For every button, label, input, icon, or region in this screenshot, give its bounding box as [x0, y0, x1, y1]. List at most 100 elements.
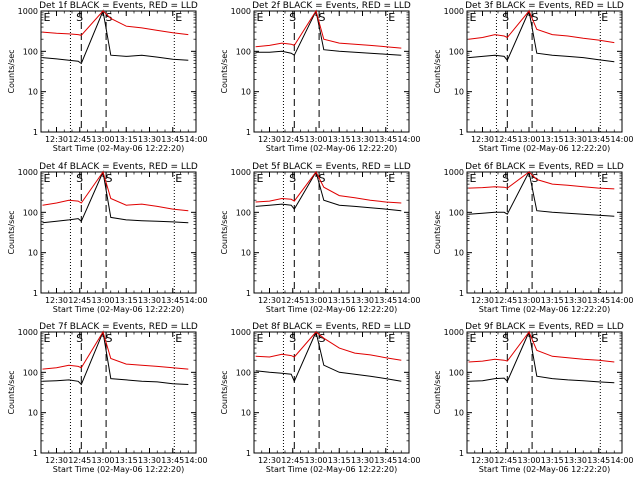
x-tick-label: 12:30 [45, 135, 68, 144]
lld-series-line [468, 331, 615, 363]
x-axis-label: Start Time (02-May-06 12:22:20) [266, 305, 397, 314]
detector-panel: Det 8f BLACK = Events, RED = LLD 1 10 100 10… [220, 322, 421, 474]
y-axis-label: Counts/sec [220, 49, 229, 93]
y-tick-label: 1 [459, 289, 464, 298]
y-tick-label: 1000 [231, 328, 251, 337]
events-series-line [255, 330, 402, 383]
e-marker: E [601, 172, 608, 185]
x-tick-label: 13:30 [351, 456, 374, 465]
x-axis-label: Start Time (02-May-06 12:22:20) [266, 465, 397, 474]
x-tick-label: 13:15 [115, 296, 138, 305]
x-tick-label: 12:45 [494, 456, 517, 465]
y-tick-label: 100 [236, 368, 251, 377]
x-axis-label: Start Time (02-May-06 12:22:20) [53, 465, 184, 474]
panel-title: Det 9f BLACK = Events, RED = LLD [465, 322, 624, 332]
x-tick-label: 12:45 [281, 135, 304, 144]
x-tick-label: 12:45 [494, 135, 517, 144]
x-tick-label: 13:00 [91, 296, 114, 305]
y-tick-label: 10 [241, 249, 251, 258]
lld-series-line [255, 171, 402, 204]
y-tick-label: 1 [459, 128, 464, 137]
e-marker: E [388, 11, 395, 24]
lld-series-line [468, 171, 615, 190]
x-tick-label: 13:15 [328, 135, 351, 144]
s-marker: S [76, 11, 83, 24]
e-marker: E [175, 11, 182, 24]
detector-panel: Det 6f BLACK = Events, RED = LLD 1 10 100 10… [433, 162, 634, 314]
x-tick-label: 13:30 [564, 296, 587, 305]
s-marker: S [532, 11, 539, 24]
x-tick-label: 12:30 [45, 456, 68, 465]
lld-series-line [255, 9, 402, 49]
events-series-line [42, 9, 189, 65]
panel-title: Det 3f BLACK = Events, RED = LLD [465, 1, 624, 11]
plot-frame [253, 331, 410, 454]
y-tick-label: 100 [23, 47, 38, 56]
y-tick-label: 1 [246, 128, 251, 137]
y-axis-label: Counts/sec [433, 210, 442, 254]
e-marker: E [257, 172, 264, 185]
s-marker: S [319, 172, 326, 185]
e-marker: E [44, 332, 51, 345]
x-tick-label: 12:45 [281, 296, 304, 305]
e-marker: E [470, 332, 477, 345]
x-tick-label: 14:00 [610, 296, 633, 305]
y-tick-label: 100 [449, 368, 464, 377]
x-tick-label: 13:00 [304, 135, 327, 144]
events-series-line [42, 330, 189, 386]
plot-frame [466, 171, 623, 294]
x-tick-label: 14:00 [610, 456, 633, 465]
x-tick-label: 13:45 [587, 456, 610, 465]
x-tick-label: 13:00 [517, 296, 540, 305]
x-tick-label: 13:00 [304, 296, 327, 305]
y-tick-label: 10 [241, 409, 251, 418]
x-tick-label: 13:30 [564, 135, 587, 144]
x-tick-label: 13:30 [564, 456, 587, 465]
e-marker: E [175, 332, 182, 345]
s-marker: S [106, 172, 113, 185]
x-tick-label: 13:00 [91, 135, 114, 144]
y-axis-label: Counts/sec [7, 210, 16, 254]
x-tick-label: 13:45 [161, 296, 184, 305]
y-tick-label: 1 [246, 449, 251, 458]
s-marker: S [76, 172, 83, 185]
y-tick-label: 100 [23, 208, 38, 217]
y-tick-label: 1000 [231, 7, 251, 16]
x-tick-label: 13:15 [541, 296, 564, 305]
detector-panel: Det 9f BLACK = Events, RED = LLD 1 10 100 10… [433, 322, 634, 474]
x-tick-label: 13:45 [161, 456, 184, 465]
y-tick-label: 10 [241, 88, 251, 97]
e-marker: E [175, 172, 182, 185]
plot-frame [40, 10, 197, 133]
lld-series-line [42, 330, 189, 370]
x-tick-label: 14:00 [397, 135, 420, 144]
plot-frame [466, 331, 623, 454]
y-tick-label: 1 [33, 449, 38, 458]
e-marker: E [257, 11, 264, 24]
x-tick-label: 13:45 [374, 456, 397, 465]
y-tick-label: 100 [23, 368, 38, 377]
lld-series-line [468, 10, 615, 44]
y-tick-label: 100 [449, 208, 464, 217]
e-marker: E [44, 172, 51, 185]
s-marker: S [289, 332, 296, 345]
x-tick-label: 13:15 [115, 456, 138, 465]
y-tick-label: 1000 [18, 7, 38, 16]
x-tick-label: 13:45 [374, 296, 397, 305]
x-tick-label: 12:30 [471, 296, 494, 305]
e-marker: E [388, 332, 395, 345]
events-series-line [255, 170, 402, 212]
plot-frame [40, 331, 197, 454]
x-tick-label: 13:15 [328, 296, 351, 305]
y-tick-label: 1000 [18, 168, 38, 177]
y-tick-label: 1000 [444, 168, 464, 177]
x-tick-label: 13:30 [351, 135, 374, 144]
s-marker: S [532, 332, 539, 345]
x-tick-label: 13:00 [304, 456, 327, 465]
events-series-line [468, 9, 615, 63]
s-marker: S [502, 11, 509, 24]
plot-frame [40, 171, 197, 294]
x-tick-label: 13:00 [517, 135, 540, 144]
detector-panel: Det 5f BLACK = Events, RED = LLD 1 10 100 10… [220, 162, 421, 314]
